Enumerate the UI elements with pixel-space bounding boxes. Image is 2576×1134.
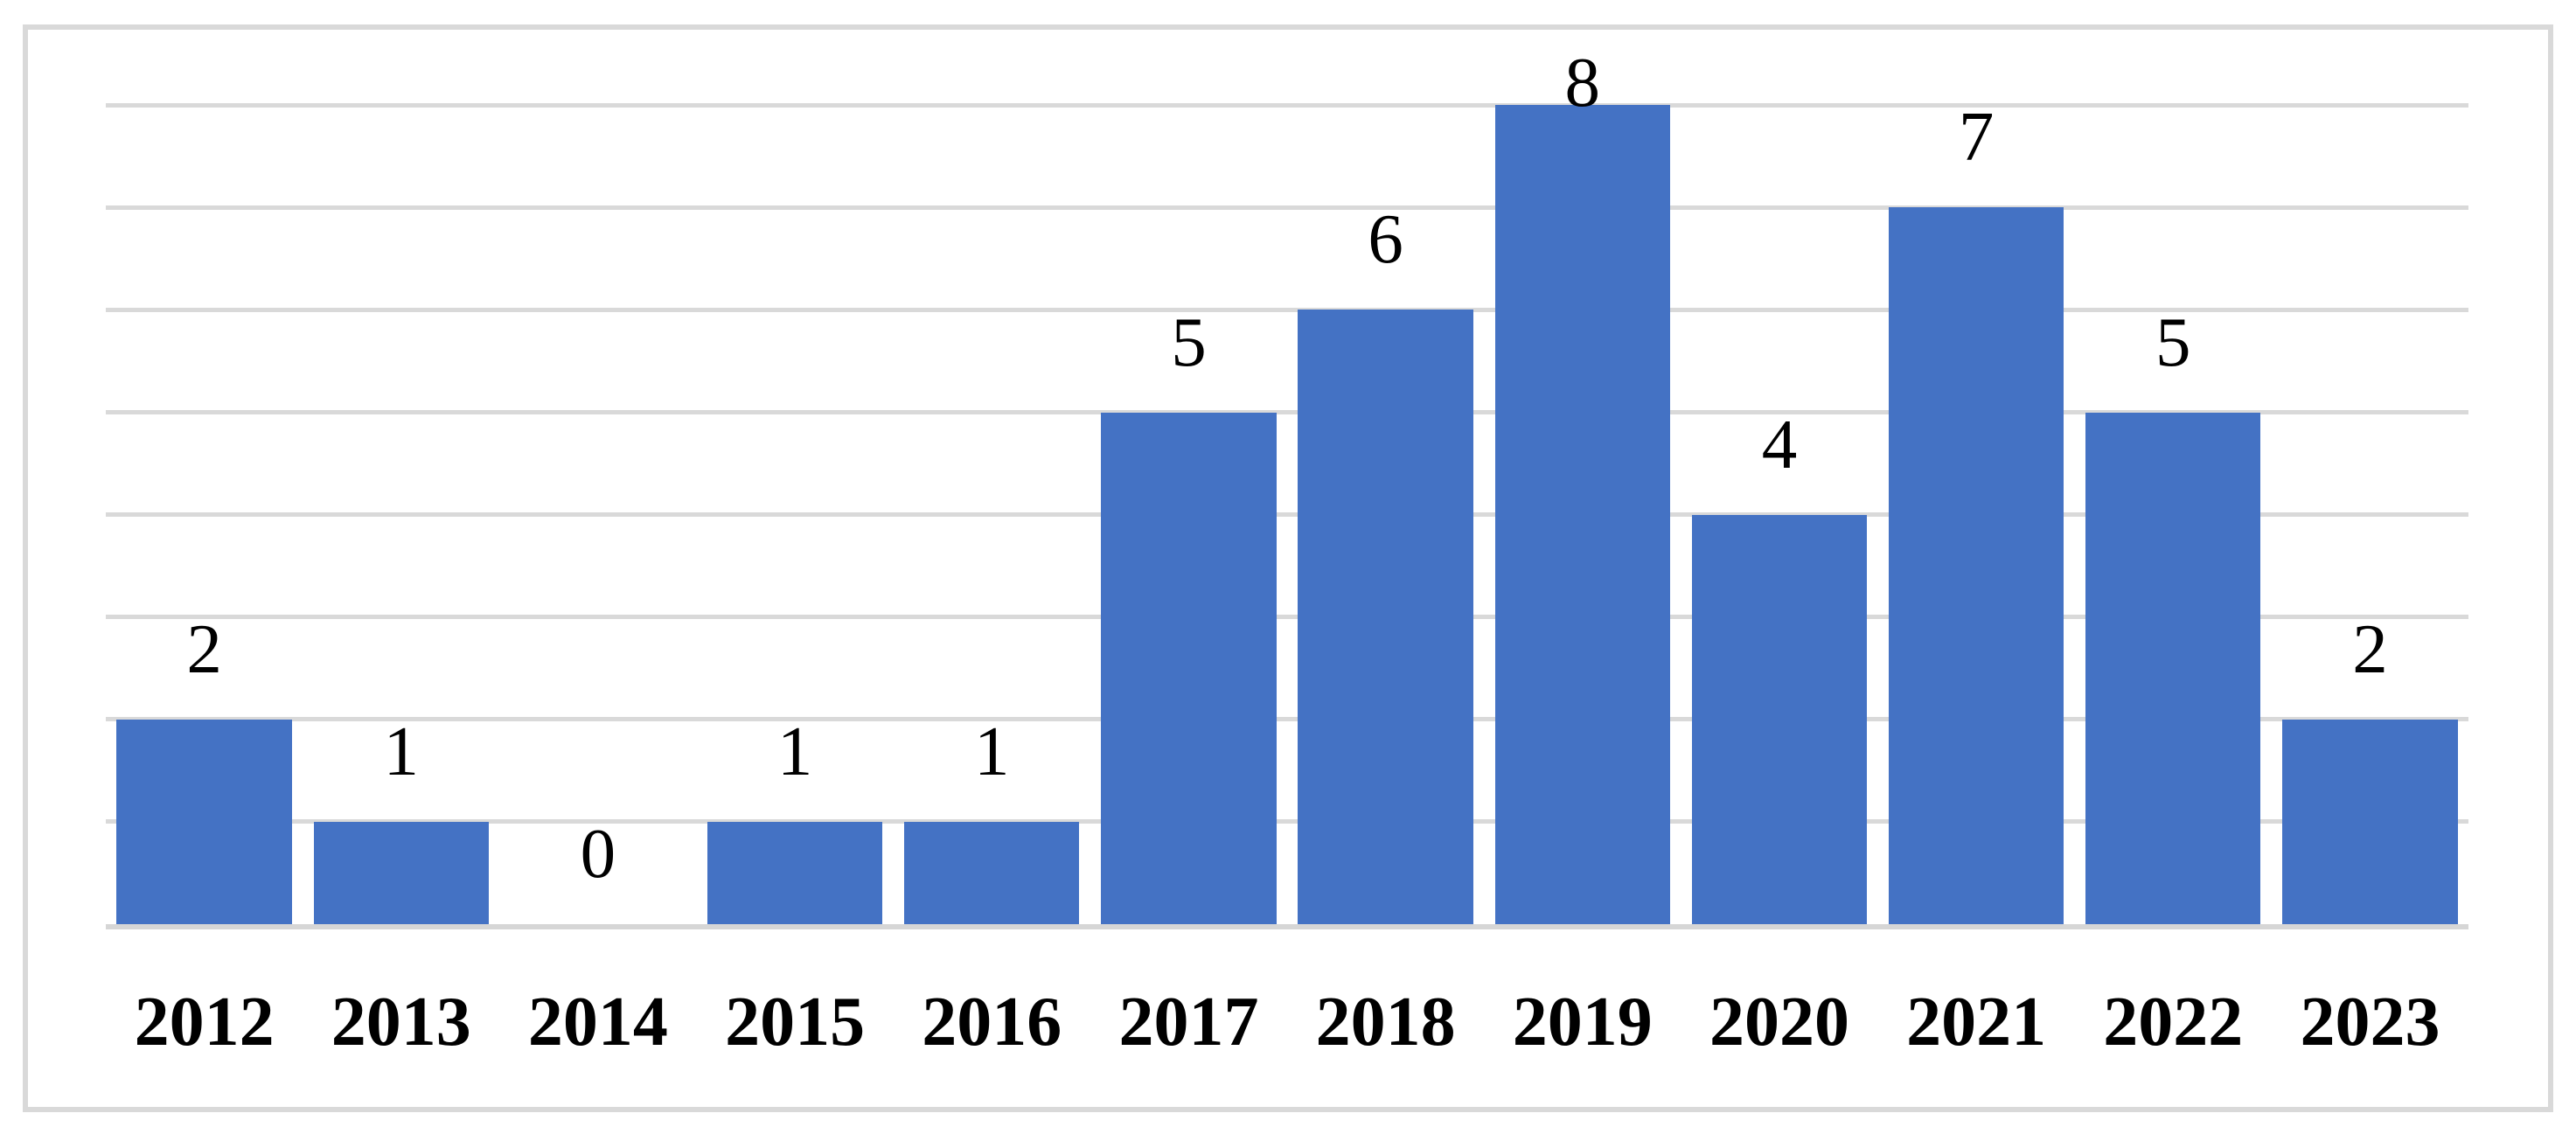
bar <box>313 821 489 924</box>
x-axis-labels-row: 2012 2013 2014 2015 2016 2017 2018 2019 2020 2021… <box>106 987 2468 1057</box>
bar-value-label: 4 <box>1761 404 1798 484</box>
category-slot: 0 <box>499 30 696 924</box>
gridline <box>106 819 2468 824</box>
category-slot: 5 <box>2075 30 2272 924</box>
bar-value-label: 2 <box>2352 609 2388 688</box>
bar-value-label: 1 <box>383 711 420 790</box>
bar <box>1101 412 1277 924</box>
category-slot: 8 <box>1484 30 1681 924</box>
category-slot: 1 <box>894 30 1090 924</box>
bar-value-label: 1 <box>974 711 1010 790</box>
bar <box>1888 207 2064 924</box>
gridline <box>106 410 2468 414</box>
x-axis-label: 2019 <box>1512 984 1653 1061</box>
x-axis-line <box>106 924 2468 929</box>
category-slot: 7 <box>1878 30 2075 924</box>
category-slot: 1 <box>303 30 499 924</box>
gridline <box>106 512 2468 518</box>
bar <box>904 821 1080 924</box>
bar-value-label: 6 <box>1368 199 1403 279</box>
bar <box>2282 719 2458 924</box>
bar-slots-container: 2 1 0 1 1 5 6 8 4 7 5 2 <box>106 30 2468 924</box>
category-slot: 1 <box>697 30 894 924</box>
category-slot: 4 <box>1681 30 1877 924</box>
gridline <box>106 307 2468 312</box>
plot-area: 2 1 0 1 1 5 6 8 4 7 5 2 <box>106 30 2468 924</box>
bar-value-label: 1 <box>776 711 813 790</box>
gridline <box>106 205 2468 210</box>
x-axis-label: 2023 <box>2300 984 2440 1061</box>
bar <box>116 719 292 924</box>
bar-value-label: 2 <box>186 609 222 688</box>
category-slot: 2 <box>2272 30 2468 924</box>
x-axis-label: 2012 <box>134 984 275 1061</box>
x-axis-label: 2020 <box>1709 984 1849 1061</box>
bar-value-label: 8 <box>1564 43 1601 122</box>
x-axis-label: 2014 <box>527 984 668 1061</box>
gridline <box>106 615 2468 620</box>
gridline <box>106 717 2468 722</box>
x-axis-label: 2013 <box>331 984 471 1061</box>
bar <box>1494 105 1670 924</box>
gridline <box>106 102 2468 108</box>
bar <box>1298 310 1473 924</box>
x-axis-label: 2018 <box>1315 984 1456 1061</box>
bar <box>2085 412 2261 924</box>
bar-value-label: 5 <box>1171 302 1207 381</box>
category-slot: 2 <box>106 30 303 924</box>
bar-value-label: 7 <box>1958 97 1995 177</box>
bar-value-label: 5 <box>2155 302 2191 381</box>
bar-value-label: 0 <box>580 814 616 893</box>
x-axis-label: 2021 <box>1906 984 2047 1061</box>
category-slot: 6 <box>1287 30 1484 924</box>
x-axis-label: 2017 <box>1118 984 1259 1061</box>
x-axis-label: 2015 <box>725 984 866 1061</box>
category-slot: 5 <box>1090 30 1287 924</box>
bar <box>707 821 883 924</box>
x-axis-label: 2022 <box>2103 984 2244 1061</box>
x-axis-label: 2016 <box>922 984 1062 1061</box>
bar <box>1691 514 1868 924</box>
